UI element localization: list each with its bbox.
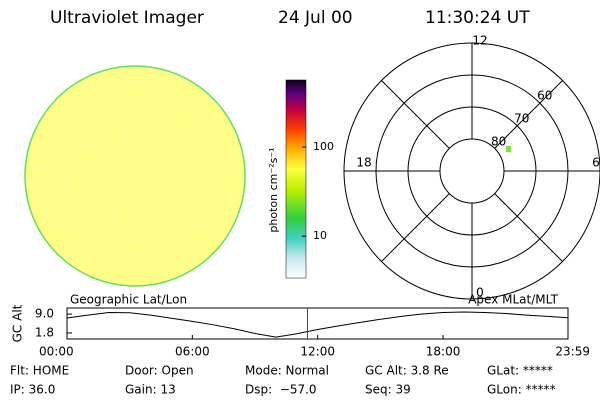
x-tick-label: 00:00 — [39, 345, 74, 359]
uv-image — [24, 65, 246, 287]
date: 24 Jul 00 — [278, 8, 353, 28]
status-field: IP: 36.0 — [10, 383, 55, 397]
status-field: Seq: 39 — [365, 383, 411, 397]
lat-label: 70 — [514, 111, 529, 125]
time: 11:30:24 UT — [425, 8, 530, 28]
y-tick-label: 9.0 — [35, 307, 54, 321]
polar-spoke — [494, 193, 563, 262]
colorbar — [285, 79, 307, 279]
x-tick-label: 23:59 — [555, 345, 590, 359]
status-field: Dsp: −57.0 — [245, 383, 317, 397]
lat-label: 80 — [491, 134, 506, 148]
x-tick-label: 06:00 — [175, 345, 210, 359]
status-field: Flt: HOME — [10, 364, 69, 378]
x-tick-label: 18:00 — [426, 345, 461, 359]
colorbar-label: photon cm⁻²s⁻¹ — [267, 147, 280, 232]
y-tick-label: 1.8 — [35, 325, 54, 339]
colorbar-tick-label: 100 — [313, 140, 334, 153]
lat-ring — [439, 138, 505, 204]
x-tick-label: 12:00 — [300, 345, 335, 359]
mlt-label: 18 — [356, 156, 371, 170]
spot — [506, 146, 511, 152]
status-field: Gain: 13 — [125, 383, 176, 397]
status-field: GLat: ***** — [487, 364, 553, 378]
image-texture — [26, 67, 244, 285]
status-field: GLon: ***** — [487, 383, 556, 397]
mlt-label: 6 — [592, 156, 600, 170]
altitude-line — [66, 311, 569, 338]
y-axis-label: GC Alt — [11, 304, 25, 342]
mlt-label: 12 — [472, 34, 487, 48]
polar-spoke — [381, 193, 450, 262]
status-field: Door: Open — [125, 364, 194, 378]
colorbar-tick-label: 10 — [313, 229, 327, 242]
polar-spoke — [494, 80, 563, 149]
status-field: GC Alt: 3.8 Re — [365, 364, 449, 378]
polar-spoke — [381, 80, 450, 149]
title: Ultraviolet Imager — [50, 8, 204, 28]
right-label: Apex MLat/MLT — [468, 293, 558, 307]
left-label: Geographic Lat/Lon — [70, 293, 187, 307]
status-field: Mode: Normal — [245, 364, 329, 378]
mlt-label: 0 — [476, 286, 484, 300]
lat-label: 60 — [537, 88, 552, 102]
